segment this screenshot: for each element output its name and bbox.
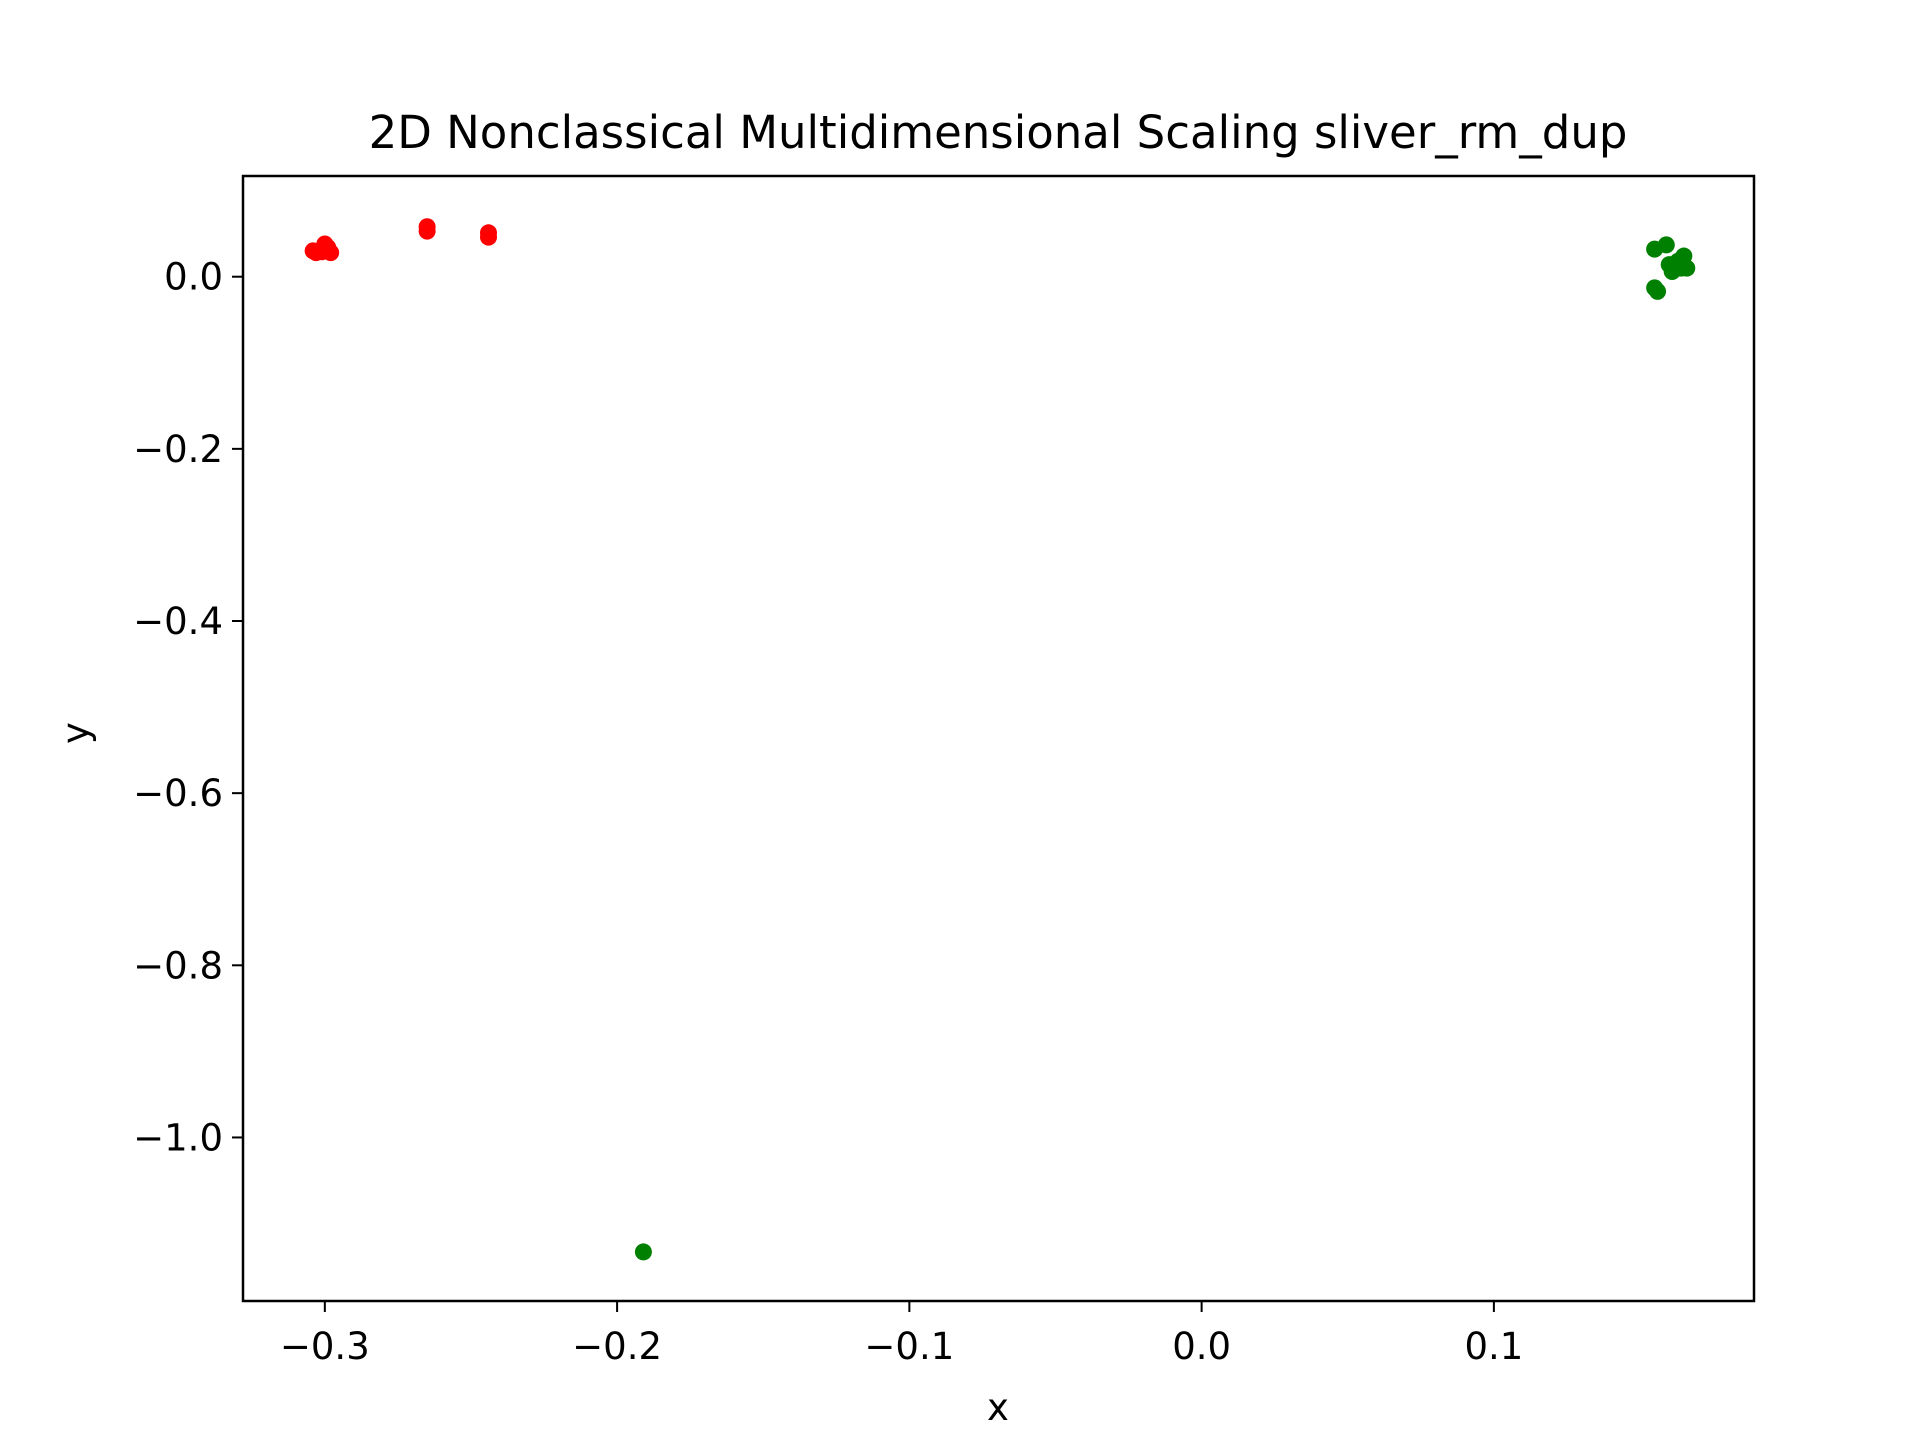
y-axis-label: y	[54, 722, 97, 744]
x-axis-ticks: −0.3 −0.2 −0.1 0.0 0.1	[280, 1301, 1523, 1368]
red-data-point	[418, 222, 436, 240]
green-data-point	[634, 1243, 652, 1261]
data-points	[304, 218, 1696, 1261]
x-tick-label: −0.2	[572, 1325, 662, 1368]
x-tick-label: −0.3	[280, 1325, 370, 1368]
y-tick-label: −0.4	[133, 600, 223, 643]
y-tick-label: −0.6	[133, 772, 223, 815]
x-axis-label: x	[987, 1386, 1009, 1429]
x-tick-label: −0.1	[864, 1325, 954, 1368]
green-data-point	[1678, 259, 1696, 277]
green-data-point	[1657, 236, 1675, 254]
plot-area-frame	[241, 174, 1756, 1303]
y-axis-ticks: 0.0 −0.2 −0.4 −0.6 −0.8 −1.0	[133, 256, 243, 1159]
y-tick-label: −0.2	[133, 428, 223, 471]
chart-title: 2D Nonclassical Multidimensional Scaling…	[369, 106, 1628, 159]
y-tick-label: −1.0	[133, 1116, 223, 1159]
red-data-point	[322, 244, 340, 262]
green-data-point	[1649, 282, 1667, 300]
x-tick-label: 0.1	[1464, 1325, 1523, 1368]
x-tick-label: 0.0	[1172, 1325, 1231, 1368]
y-tick-label: 0.0	[164, 256, 223, 299]
red-data-point	[480, 228, 498, 246]
y-tick-label: −0.8	[133, 944, 223, 987]
